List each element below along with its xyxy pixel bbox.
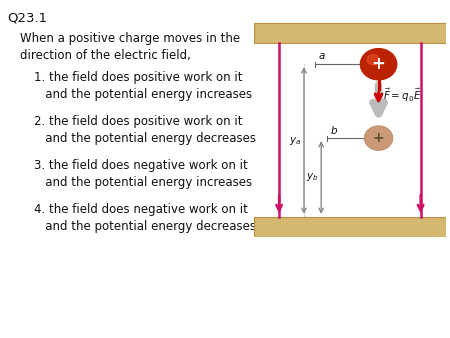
Text: When a positive charge moves in the
direction of the electric field,: When a positive charge moves in the dire…: [20, 32, 240, 62]
Text: +: +: [372, 55, 386, 73]
Text: 3. the field does negative work on it
   and the potential energy increases: 3. the field does negative work on it an…: [34, 159, 252, 189]
Bar: [254, 217, 446, 237]
Text: $y_a$: $y_a$: [289, 135, 301, 147]
Text: Q23.1: Q23.1: [7, 12, 47, 25]
Text: $a$: $a$: [318, 51, 326, 61]
Circle shape: [364, 126, 393, 150]
Text: 1. the field does positive work on it
   and the potential energy increases: 1. the field does positive work on it an…: [34, 71, 252, 101]
Bar: [254, 23, 446, 43]
Text: $\vec{F} = q_0\vec{E}$: $\vec{F} = q_0\vec{E}$: [383, 87, 422, 104]
Text: $y_b$: $y_b$: [306, 171, 318, 184]
Circle shape: [367, 54, 379, 65]
Text: 4. the field does negative work on it
   and the potential energy decreases: 4. the field does negative work on it an…: [34, 203, 256, 233]
Text: $b$: $b$: [330, 124, 338, 136]
Circle shape: [360, 49, 397, 80]
Text: 2. the field does positive work on it
   and the potential energy decreases: 2. the field does positive work on it an…: [34, 115, 256, 145]
Text: +: +: [373, 131, 384, 145]
